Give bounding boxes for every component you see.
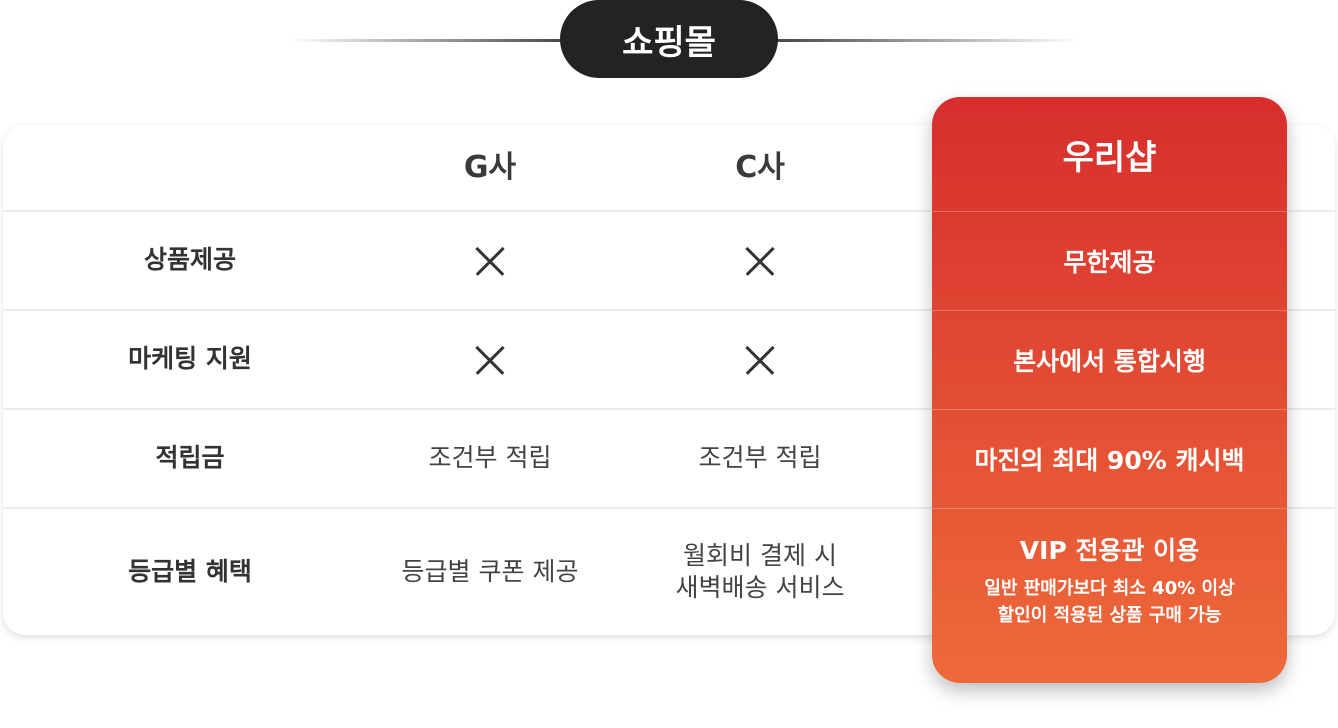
cell-c-line1: 월회비 결제 시 bbox=[683, 540, 837, 570]
cell-ours-title: VIP 전용관 이용 bbox=[1019, 536, 1200, 565]
cell-c: 조건부 적립 bbox=[698, 443, 822, 473]
cell-c: 월회비 결제 시 새벽배송 서비스 bbox=[660, 509, 860, 635]
header-g: G사 bbox=[463, 150, 517, 185]
cell-g: 조건부 적립 bbox=[428, 443, 552, 473]
x-icon bbox=[475, 345, 505, 375]
cell-ours: 무한제공 bbox=[932, 212, 1287, 311]
table-row: 마케팅 지원 bbox=[3, 311, 1335, 410]
cell-ours-sub1: 일반 판매가보다 최소 40% 이상 bbox=[984, 578, 1235, 599]
cell-c bbox=[660, 212, 860, 309]
row-label: 등급별 혜택 bbox=[128, 556, 252, 586]
table-row: 적립금 조건부 적립 조건부 적립 bbox=[3, 410, 1335, 509]
cell-c-line2: 새벽배송 서비스 bbox=[675, 573, 845, 602]
cell-g bbox=[390, 212, 590, 309]
cell-g: 등급별 쿠폰 제공 bbox=[401, 556, 579, 586]
header-c: C사 bbox=[735, 150, 785, 185]
cell-g bbox=[390, 311, 590, 408]
section-title: 쇼핑몰 bbox=[560, 0, 778, 78]
row-label: 적립금 bbox=[155, 443, 225, 473]
row-label: 상품제공 bbox=[143, 245, 236, 275]
x-icon bbox=[745, 246, 775, 276]
title-divider-right bbox=[770, 39, 1080, 42]
cell-c bbox=[660, 311, 860, 408]
our-shop-column: 우리샵 무한제공 본사에서 통합시행 마진의 최대 90% 캐시백 VIP 전용… bbox=[932, 97, 1287, 683]
title-divider-left bbox=[290, 39, 570, 42]
header-ours: 우리샵 bbox=[932, 97, 1287, 212]
x-icon bbox=[475, 246, 505, 276]
cell-ours-sub2: 할인이 적용된 상품 구매 가능 bbox=[997, 605, 1222, 626]
table-row: 등급별 혜택 등급별 쿠폰 제공 월회비 결제 시 새벽배송 서비스 bbox=[3, 509, 1335, 635]
row-label: 마케팅 지원 bbox=[128, 344, 252, 374]
x-icon bbox=[745, 345, 775, 375]
header-row: G사 C사 bbox=[3, 125, 1335, 212]
cell-ours: VIP 전용관 이용 일반 판매가보다 최소 40% 이상 할인이 적용된 상품… bbox=[932, 509, 1287, 657]
cell-ours: 본사에서 통합시행 bbox=[932, 311, 1287, 410]
cell-ours: 마진의 최대 90% 캐시백 bbox=[932, 410, 1287, 509]
table-row: 상품제공 bbox=[3, 212, 1335, 311]
